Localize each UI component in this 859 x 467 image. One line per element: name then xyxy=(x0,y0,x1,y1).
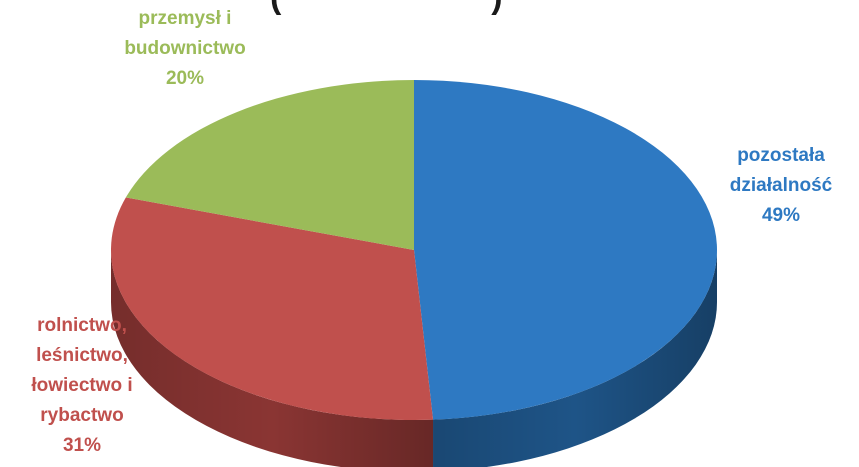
slice-label-pozostala: pozostała działalność 49% xyxy=(706,141,856,231)
slice-label-line: działalność xyxy=(729,175,833,196)
slice-value-label: 49% xyxy=(761,205,801,226)
chart-title-fragment: ( ) xyxy=(270,0,504,17)
slice-label-line: pozostała xyxy=(737,145,825,166)
slice-label-line: rolnictwo, xyxy=(37,315,127,336)
pie-slice xyxy=(414,80,718,420)
slice-label-line: rybactwo xyxy=(40,405,124,426)
pie-sides xyxy=(111,250,717,467)
slice-value-label: 20% xyxy=(165,68,205,89)
pie-slice xyxy=(125,80,415,250)
pie-slice-side-shade xyxy=(111,250,434,467)
slice-label-line: łowiectwo i xyxy=(31,375,133,396)
slice-value-label: 31% xyxy=(62,435,102,456)
slice-label-line: leśnictwo, xyxy=(36,345,128,366)
slice-label-przemysl: przemysł i budownictwo 20% xyxy=(70,4,300,94)
pie-slice xyxy=(111,197,434,420)
slice-label-line: budownictwo xyxy=(124,38,246,59)
pie-slice-side-shade xyxy=(433,250,717,467)
pie-slices xyxy=(111,80,718,420)
slice-label-rolnictwo: rolnictwo, leśnictwo, łowiectwo i rybact… xyxy=(0,311,164,461)
slice-label-line: przemysł i xyxy=(138,8,232,29)
